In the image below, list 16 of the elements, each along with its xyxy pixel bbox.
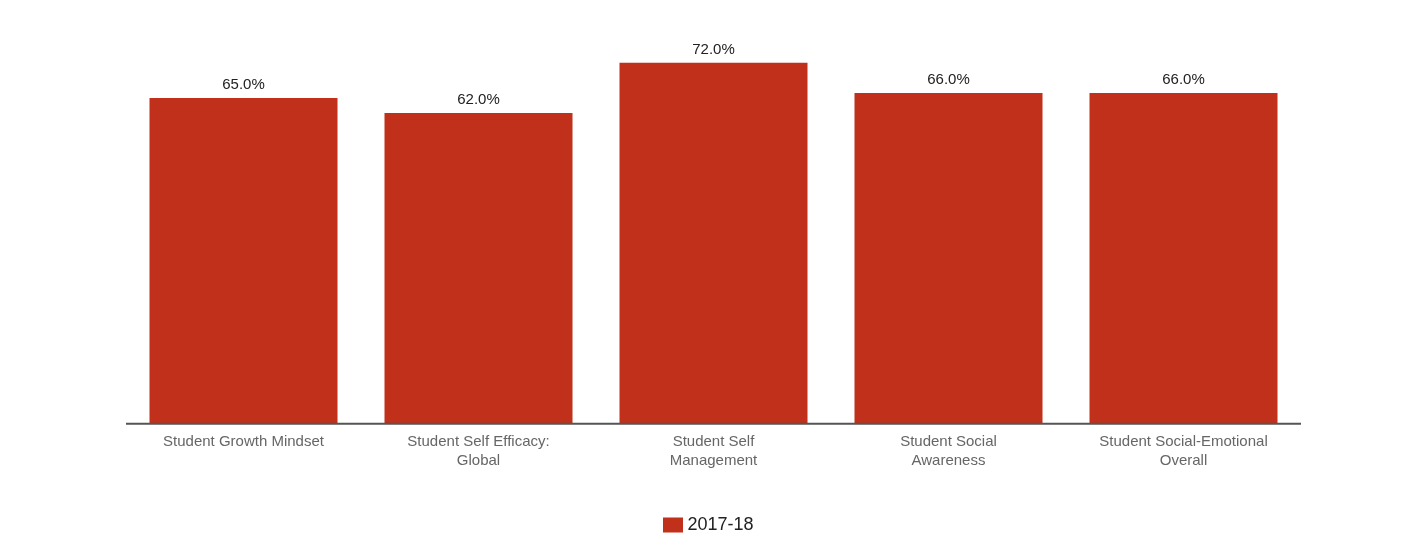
data-label: 62.0%: [457, 89, 500, 107]
x-tick-label: Student Growth Mindset: [163, 432, 325, 450]
x-tick-label: Student Self Management: [669, 432, 759, 469]
data-label: 66.0%: [1162, 69, 1205, 87]
data-label: 65.0%: [222, 74, 265, 92]
bar: [854, 92, 1043, 424]
data-label: 72.0%: [692, 39, 735, 57]
data-label: 66.0%: [927, 69, 970, 87]
x-tick-label: Student Social-Emotional Overall: [1099, 432, 1268, 469]
bar: [1089, 92, 1278, 424]
bar: [619, 62, 808, 424]
x-tick-label: Student Social Awareness: [900, 432, 997, 469]
bar: [384, 112, 573, 424]
legend-label: 2017-18: [687, 513, 754, 534]
bar: [149, 97, 338, 424]
x-tick-label: Student Self Efficacy: Global: [407, 432, 550, 469]
